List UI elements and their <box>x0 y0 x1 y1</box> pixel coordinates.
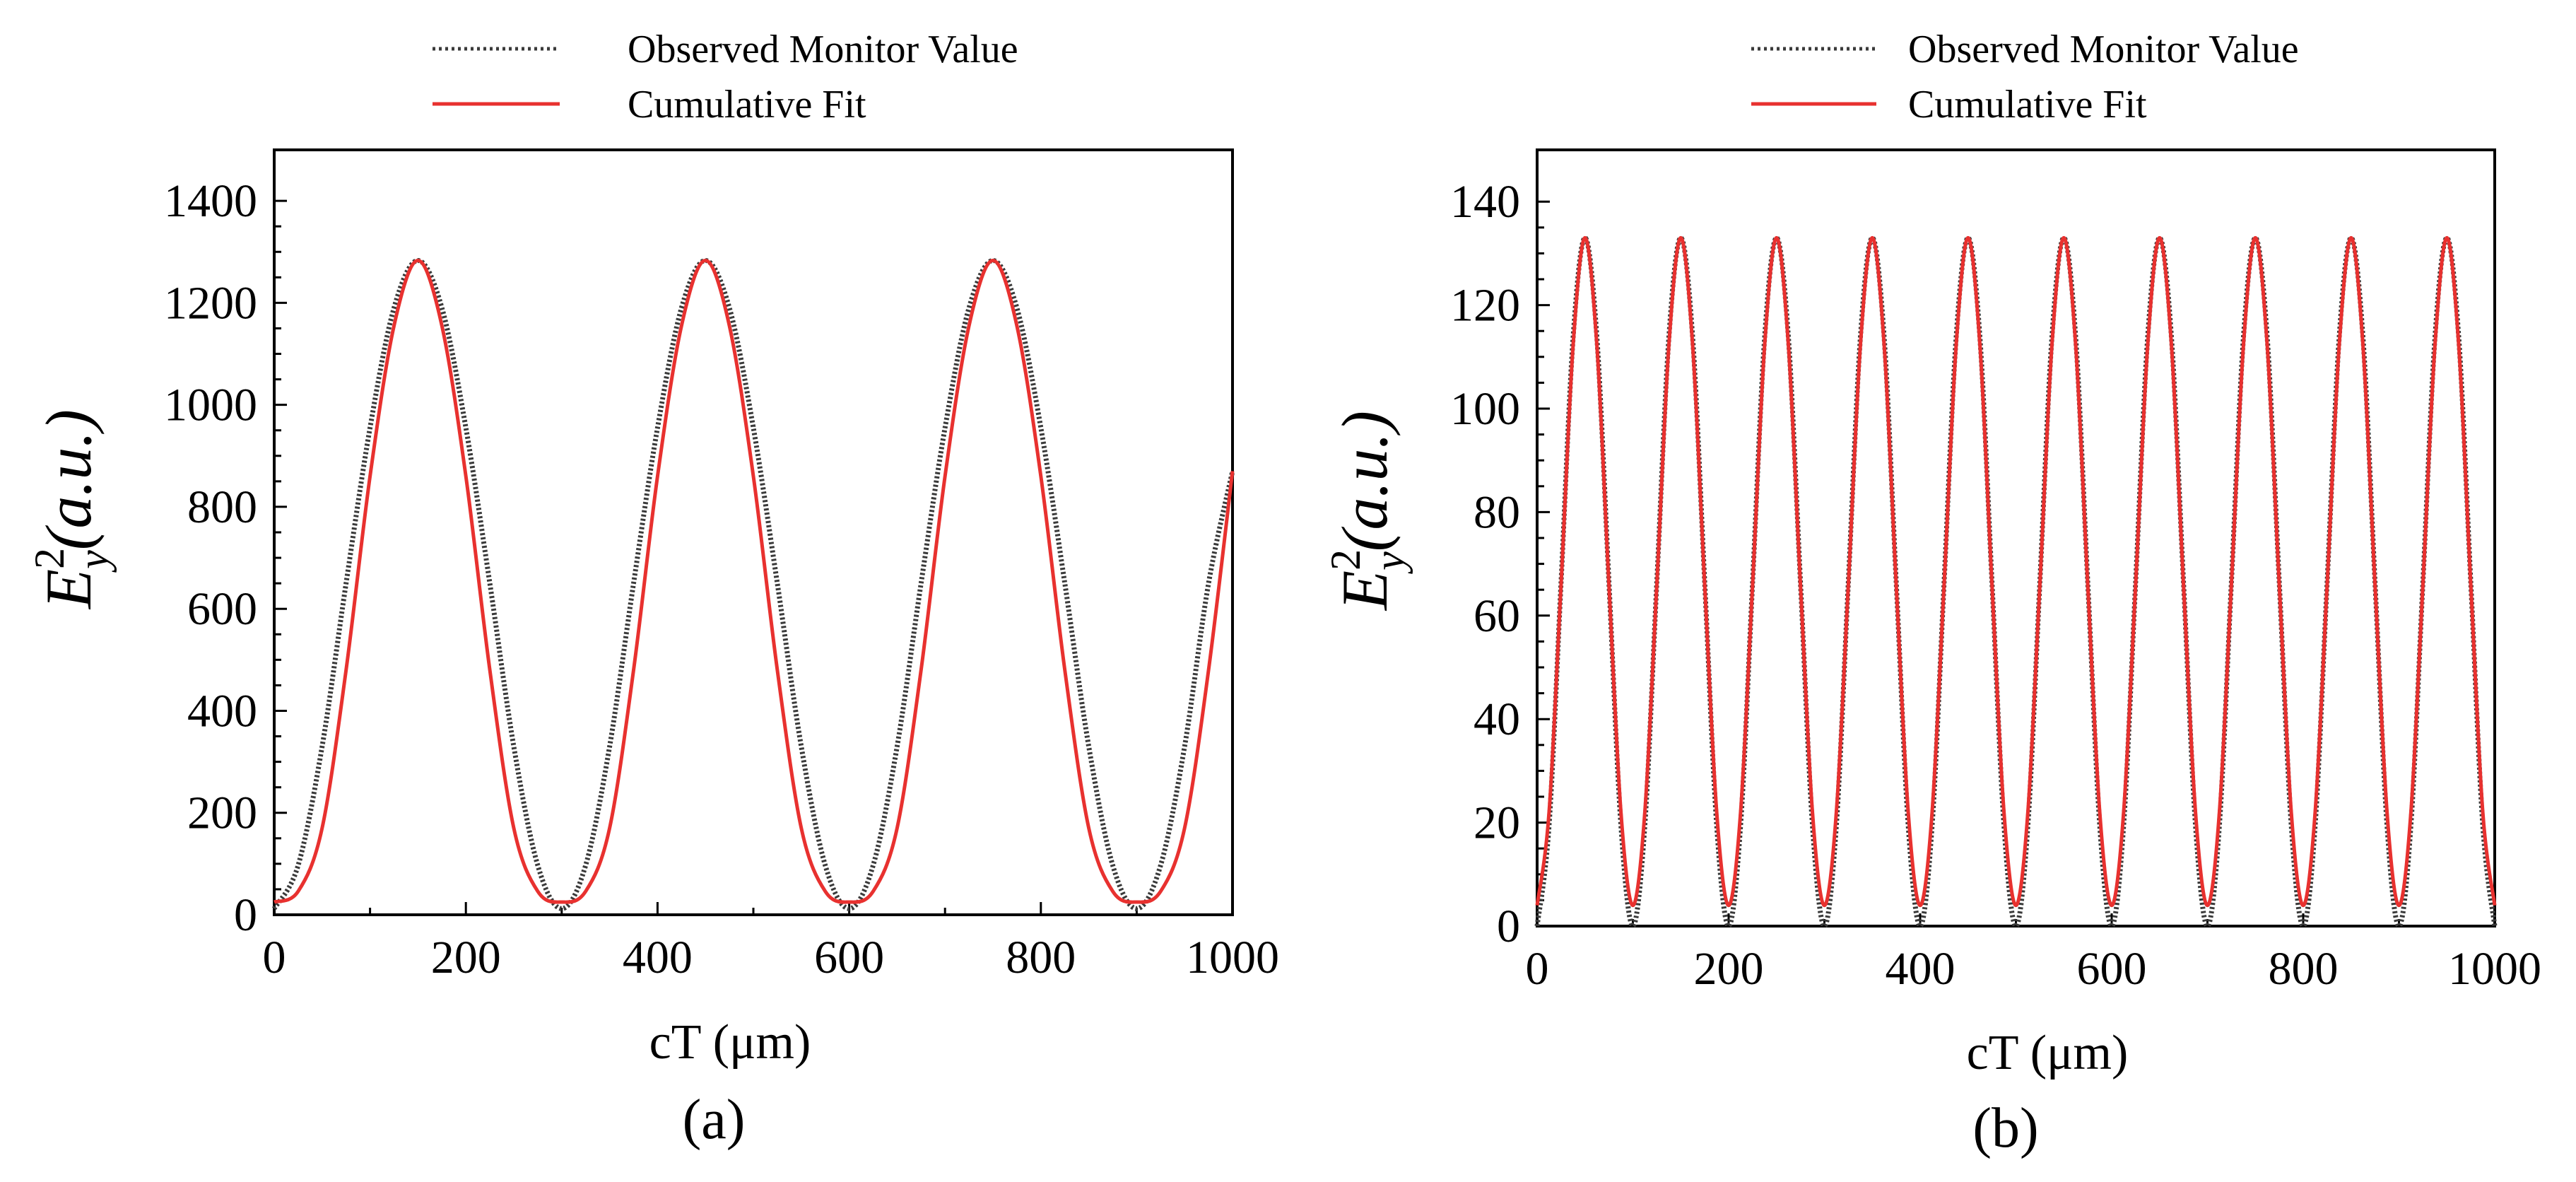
series-observed-line-b <box>1534 235 2498 929</box>
y-tick-label-b: 120 <box>1450 280 1520 332</box>
y-tick-label-a: 800 <box>187 481 257 533</box>
x-tick-label-a: 400 <box>623 932 693 983</box>
legend-b-observed-label: Observed Monitor Value <box>1908 28 2299 71</box>
x-axis-label-a: cT (μm) <box>649 1015 811 1070</box>
x-tick-label-b: 1000 <box>2448 943 2541 995</box>
axes-frame-b <box>1536 148 2496 928</box>
y-tick-label-a: 200 <box>187 788 257 839</box>
y-tick-label-b: 140 <box>1450 176 1520 228</box>
series-fit-line-a <box>273 259 1235 904</box>
series-fit-line-b <box>1535 235 2497 908</box>
legend-b: Observed Monitor Value Cumulative Fit <box>1751 28 2299 127</box>
legend-a-fit-label: Cumulative Fit <box>628 83 866 127</box>
plot-area-b: 0 200 400 600 800 1000 0 20 40 60 80 100 120 140 <box>1450 148 2541 995</box>
x-tick-label-a: 200 <box>431 932 501 983</box>
y-tick-label-b: 20 <box>1474 797 1520 849</box>
y-tick-label-b: 80 <box>1474 486 1520 538</box>
axes-frame-a <box>273 148 1234 916</box>
panel-label-a: (a) <box>683 1089 746 1151</box>
x-tick-label-b: 0 <box>1526 943 1549 995</box>
legend-a-observed-label: Observed Monitor Value <box>628 28 1018 71</box>
x-tick-label-a: 600 <box>814 932 884 983</box>
y-axis-label-b: E2y(a.u.) <box>1322 411 1413 612</box>
plot-area-a: 0 200 400 600 800 1000 0 200 400 600 800 1000 1200 14… <box>164 148 1279 983</box>
x-axis-label-b: cT (μm) <box>1967 1026 2129 1080</box>
y-tick-label-b: 100 <box>1450 383 1520 435</box>
legend-b-fit-label: Cumulative Fit <box>1908 83 2147 127</box>
y-tick-label-a: 0 <box>234 889 257 941</box>
series-observed-line-a <box>271 258 1235 911</box>
chart-a: Observed Monitor Value Cumulative Fit 0 2… <box>26 28 1279 1151</box>
x-tick-label-a: 800 <box>1006 932 1076 983</box>
y-tick-label-b: 60 <box>1474 590 1520 642</box>
legend-a: Observed Monitor Value Cumulative Fit <box>433 28 1018 127</box>
x-tick-label-b: 800 <box>2269 943 2339 995</box>
y-tick-label-a: 1200 <box>164 277 257 329</box>
x-tick-label-b: 600 <box>2077 943 2147 995</box>
y-tick-label-a: 1000 <box>164 380 257 431</box>
y-tick-label-b: 0 <box>1497 901 1520 952</box>
panel-label-b: (b) <box>1972 1097 2038 1159</box>
x-tick-label-a: 0 <box>263 932 286 983</box>
y-tick-label-b: 40 <box>1474 694 1520 745</box>
chart-b: Observed Monitor Value Cumulative Fit 0 2… <box>1322 28 2541 1159</box>
x-tick-label-b: 200 <box>1694 943 1764 995</box>
y-tick-label-a: 1400 <box>164 175 257 227</box>
y-axis-label-a: E2y(a.u.) <box>26 409 117 610</box>
x-tick-label-b: 400 <box>1886 943 1955 995</box>
x-tick-label-a: 1000 <box>1186 932 1279 983</box>
y-tick-label-a: 400 <box>187 685 257 737</box>
y-tick-label-a: 600 <box>187 583 257 635</box>
